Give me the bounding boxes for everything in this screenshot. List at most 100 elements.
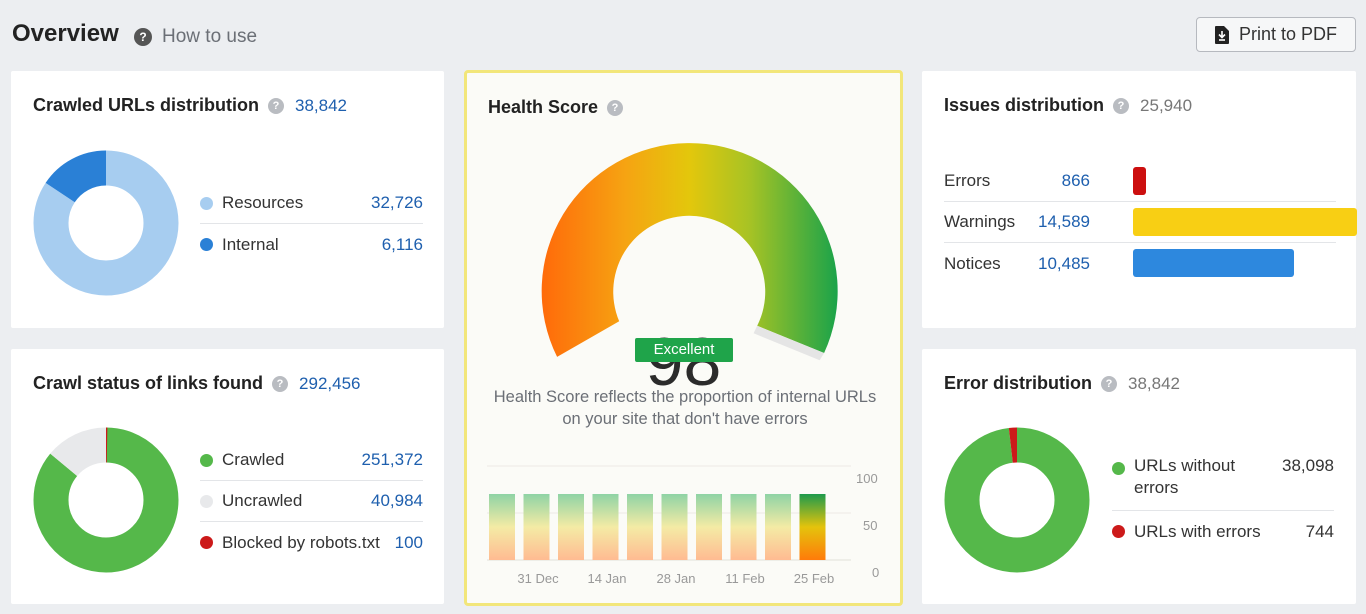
legend-label: Crawled bbox=[222, 450, 285, 469]
donut-segment-2[interactable] bbox=[33, 427, 179, 573]
health-history-chart: 100 50 0 31 Dec 14 Jan 28 Jan 11 Feb 25 … bbox=[487, 465, 879, 586]
issue-bar bbox=[1133, 167, 1147, 195]
history-bar[interactable] bbox=[489, 494, 515, 560]
issue-label: Notices bbox=[944, 253, 1001, 273]
legend-dot bbox=[200, 196, 213, 210]
card-title: Crawl status of links found bbox=[33, 373, 264, 393]
legend-label: URLs without errors bbox=[1134, 456, 1236, 497]
page-title: Overview bbox=[12, 20, 119, 47]
history-bar[interactable] bbox=[523, 494, 550, 560]
legend-label: Blocked by robots.txt bbox=[222, 532, 380, 552]
crawl-status-card: Crawl status of links found ? 292,456 Cr… bbox=[11, 349, 444, 604]
donut-segment-1[interactable] bbox=[944, 427, 1090, 573]
history-bar[interactable] bbox=[627, 494, 653, 560]
health-score-card: Health Score ? 98 Excellent Health Score… bbox=[464, 70, 903, 606]
crawled-urls-card: Crawled URLs distribution ? 38,842 Resou… bbox=[11, 71, 444, 328]
score-status-badge: Excellent bbox=[635, 338, 733, 362]
issue-value[interactable]: 866 bbox=[1061, 171, 1090, 190]
issue-label: Warnings bbox=[944, 212, 1016, 231]
print-to-pdf-label: Print to PDF bbox=[1238, 24, 1338, 44]
y-tick-label: 0 bbox=[872, 565, 879, 580]
crawl-status-legend: Crawled 251,372 Uncrawled 40,984 Blocked… bbox=[200, 440, 423, 563]
legend-dot bbox=[200, 536, 213, 549]
issue-value[interactable]: 10,485 bbox=[1038, 253, 1090, 273]
legend-label: URLs with errors bbox=[1134, 521, 1261, 541]
history-bar[interactable] bbox=[799, 494, 826, 560]
legend-dot bbox=[1112, 525, 1125, 538]
legend-value[interactable]: 100 bbox=[394, 532, 423, 552]
x-tick-label: 28 Jan bbox=[656, 571, 695, 586]
legend-dot bbox=[200, 238, 213, 251]
issue-row-notices[interactable]: Notices 10,485 bbox=[944, 243, 1336, 284]
card-title: Error distribution bbox=[944, 373, 1092, 393]
help-icon[interactable]: ? bbox=[272, 375, 289, 392]
legend-dot bbox=[200, 453, 213, 467]
x-tick-label: 14 Jan bbox=[587, 571, 626, 586]
history-bar[interactable] bbox=[730, 494, 757, 560]
gauge-arc bbox=[541, 143, 838, 357]
legend-value: 744 bbox=[1305, 521, 1334, 541]
legend-row-urls-with-errors[interactable]: URLs with errors 744 bbox=[1112, 511, 1334, 552]
help-icon[interactable]: ? bbox=[1101, 375, 1117, 392]
issue-bar bbox=[1133, 208, 1357, 236]
legend-dot bbox=[1112, 462, 1125, 475]
x-tick-label: 31 Dec bbox=[517, 571, 559, 586]
y-tick-label: 100 bbox=[856, 471, 878, 486]
legend-label: Internal bbox=[222, 234, 279, 254]
help-icon[interactable]: ? bbox=[268, 97, 285, 114]
legend-label: Resources bbox=[222, 193, 304, 212]
how-to-use-label: How to use bbox=[162, 26, 258, 47]
total-count-link[interactable]: 292,456 bbox=[299, 373, 361, 393]
issue-row-warnings[interactable]: Warnings 14,589 bbox=[944, 202, 1357, 243]
card-title: Health Score bbox=[488, 97, 599, 117]
card-title: Crawled URLs distribution bbox=[33, 95, 260, 115]
total-count-link[interactable]: 38,842 bbox=[295, 95, 348, 115]
health-score-gauge bbox=[541, 143, 838, 361]
legend-value[interactable]: 40,984 bbox=[371, 491, 423, 510]
legend-row-internal[interactable]: Internal 6,116 bbox=[200, 224, 423, 265]
x-tick-label: 11 Feb bbox=[725, 571, 765, 586]
help-icon: ? bbox=[134, 28, 152, 46]
total-count: 25,940 bbox=[1140, 95, 1193, 115]
legend-row-crawled[interactable]: Crawled 251,372 bbox=[200, 440, 423, 481]
issue-bar bbox=[1133, 249, 1294, 277]
gauge-remainder bbox=[753, 325, 825, 361]
how-to-use-link[interactable]: ? How to use bbox=[134, 26, 257, 48]
help-icon[interactable]: ? bbox=[607, 99, 624, 116]
legend-row-urls-without-errors[interactable]: URLs without errors 38,098 bbox=[1112, 455, 1334, 511]
history-bar[interactable] bbox=[765, 494, 791, 560]
error-distribution-legend: URLs without errors 38,098 URLs with err… bbox=[1112, 455, 1334, 552]
help-icon[interactable]: ? bbox=[1113, 97, 1130, 114]
card-title: Issues distribution bbox=[944, 95, 1105, 115]
history-bar[interactable] bbox=[696, 494, 722, 560]
history-bar[interactable] bbox=[558, 494, 584, 560]
legend-label: Uncrawled bbox=[222, 491, 303, 510]
legend-value[interactable]: 251,372 bbox=[361, 450, 423, 469]
crawled-urls-donut-chart bbox=[33, 150, 179, 296]
issue-label: Errors bbox=[944, 171, 991, 190]
crawled-urls-legend: Resources 32,726 Internal 6,116 bbox=[200, 183, 423, 265]
legend-row-blocked[interactable]: Blocked by robots.txt 100 bbox=[200, 522, 423, 563]
legend-row-resources[interactable]: Resources 32,726 bbox=[200, 183, 423, 224]
history-bar[interactable] bbox=[592, 494, 619, 560]
issue-row-errors[interactable]: Errors 866 bbox=[944, 161, 1336, 202]
issue-value[interactable]: 14,589 bbox=[1038, 212, 1090, 231]
history-bar[interactable] bbox=[661, 494, 688, 560]
error-distribution-card: Error distribution ? 38,842 URLs without… bbox=[922, 349, 1356, 604]
issues-distribution-card: Issues distribution ? 25,940 Errors 866 … bbox=[922, 71, 1357, 328]
download-document-icon bbox=[1214, 25, 1229, 44]
x-tick-label: 25 Feb bbox=[794, 571, 834, 586]
legend-row-uncrawled[interactable]: Uncrawled 40,984 bbox=[200, 481, 423, 522]
legend-value[interactable]: 32,726 bbox=[371, 193, 423, 212]
top-bar: Overview ? How to use Print to PDF bbox=[0, 0, 1366, 70]
donut-segment-1[interactable] bbox=[33, 150, 179, 296]
legend-value[interactable]: 6,116 bbox=[381, 234, 423, 254]
legend-value: 38,098 bbox=[1282, 456, 1334, 475]
crawl-status-donut-chart bbox=[33, 427, 179, 573]
total-count: 38,842 bbox=[1128, 373, 1180, 393]
health-score-description: Health Score reflects the proportion of … bbox=[493, 388, 877, 428]
legend-dot bbox=[200, 494, 213, 508]
y-tick-label: 50 bbox=[863, 518, 877, 533]
health-score-value: 98 bbox=[645, 324, 722, 400]
print-to-pdf-button[interactable]: Print to PDF bbox=[1196, 17, 1356, 52]
